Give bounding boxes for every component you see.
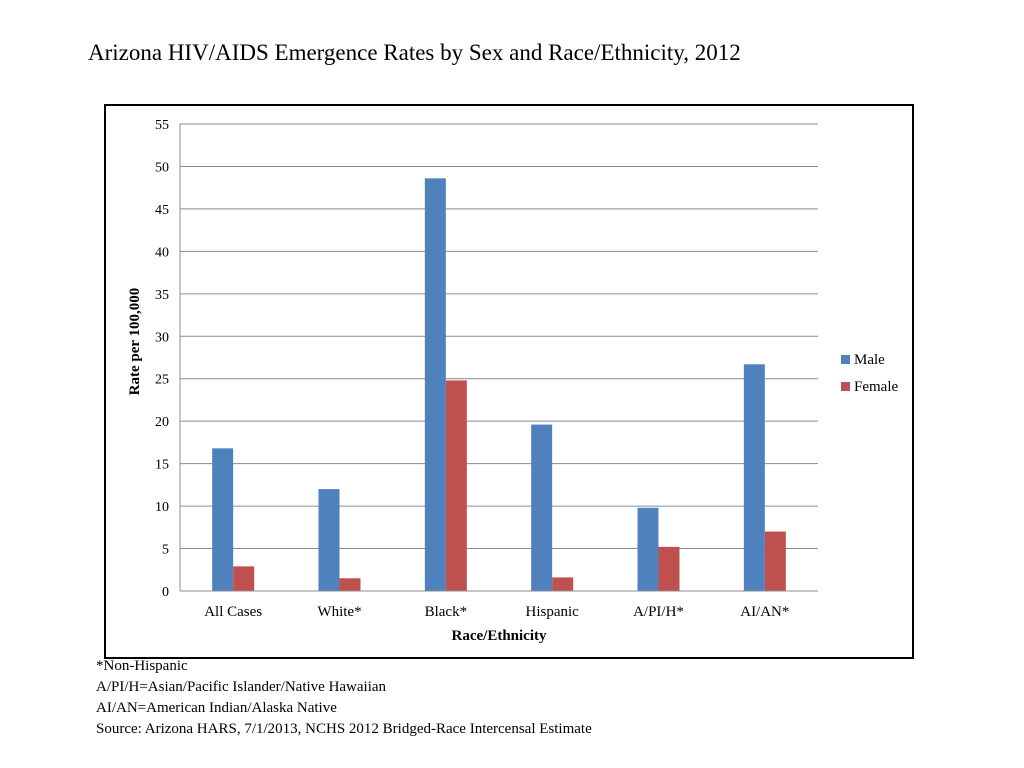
y-tick-label-45: 45 <box>155 203 169 218</box>
x-tick-label-2: Black* <box>425 604 468 620</box>
y-tick-label-30: 30 <box>155 330 169 345</box>
bar-male-4 <box>637 507 659 591</box>
y-tick-label-25: 25 <box>155 373 169 388</box>
y-tick-label-5: 5 <box>162 543 169 558</box>
footnote-source: Source: Arizona HARS, 7/1/2013, NCHS 201… <box>96 721 592 737</box>
y-tick-label-0: 0 <box>162 585 169 600</box>
x-tick-label-1: White* <box>317 604 361 620</box>
legend-swatch-male <box>841 355 850 364</box>
bar-chart: 0 5 10 15 20 25 30 35 40 45 50 55 All Cases White* Bla… <box>127 118 898 644</box>
bar-female-4 <box>658 546 680 591</box>
footnotes: *Non-Hispanic A/PI/H=Asian/Pacific Islan… <box>96 656 592 740</box>
slide-title: Arizona HIV/AIDS Emergence Rates by Sex … <box>88 40 741 65</box>
x-tick-label-5: AI/AN* <box>740 604 789 620</box>
x-tick-label-0: All Cases <box>204 604 262 620</box>
y-tick-label-15: 15 <box>155 458 169 473</box>
y-axis-title: Rate per 100,000 <box>127 288 143 396</box>
bar-male-2 <box>424 178 446 591</box>
x-tick-label-3: Hispanic <box>526 604 580 620</box>
y-tick-label-40: 40 <box>155 245 169 260</box>
legend-label-female: Female <box>854 379 898 395</box>
y-tick-label-50: 50 <box>155 160 169 175</box>
footnote-api-definition: A/PI/H=Asian/Pacific Islander/Native Haw… <box>96 679 387 695</box>
chart-frame: 0 5 10 15 20 25 30 35 40 45 50 55 All Cases White* Bla… <box>104 104 914 659</box>
y-tick-label-35: 35 <box>155 288 169 303</box>
footnote-aian-definition: AI/AN=American Indian/Alaska Native <box>96 700 337 716</box>
x-axis-title: Race/Ethnicity <box>452 628 547 644</box>
bar-female-2 <box>445 380 467 591</box>
bar-female-5 <box>764 531 786 591</box>
bar-female-1 <box>339 578 361 591</box>
bar-female-0 <box>233 566 255 591</box>
footnote-non-hispanic: *Non-Hispanic <box>96 658 188 674</box>
bar-male-0 <box>212 448 234 591</box>
bar-male-3 <box>531 424 553 591</box>
x-tick-label-4: A/PI/H* <box>633 604 684 620</box>
legend-label-male: Male <box>854 352 885 368</box>
y-tick-label-10: 10 <box>155 500 169 515</box>
bar-male-1 <box>318 489 340 591</box>
y-tick-label-20: 20 <box>155 415 169 430</box>
bar-male-5 <box>743 364 765 591</box>
bar-female-3 <box>552 577 574 591</box>
legend-swatch-female <box>841 382 850 391</box>
y-tick-label-55: 55 <box>155 118 169 133</box>
